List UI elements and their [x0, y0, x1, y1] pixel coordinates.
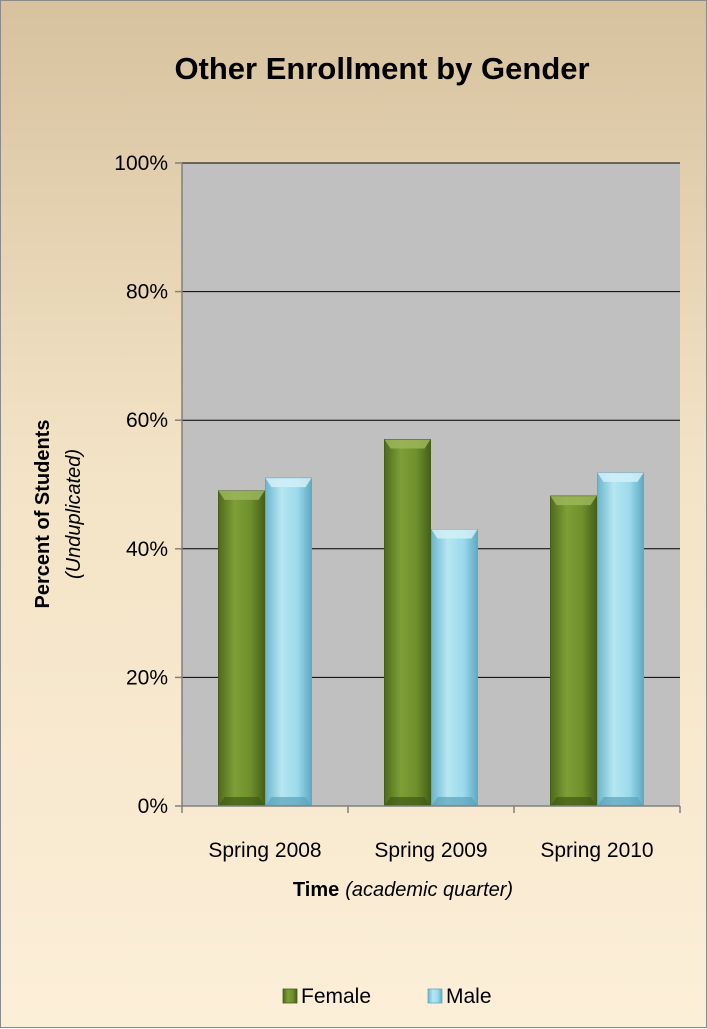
- bar-top-bevel: [597, 472, 644, 482]
- bar-top-bevel: [218, 490, 265, 500]
- bar-male-2: [597, 472, 644, 807]
- x-axis-title-main: Time: [293, 879, 339, 901]
- bar-bottom-bevel: [431, 797, 478, 806]
- chart-title: Other Enrollment by Gender: [174, 51, 589, 86]
- y-axis-title: Percent of Students: [32, 420, 54, 609]
- bar-top-bevel: [550, 496, 597, 506]
- legend-swatch-male: [427, 988, 443, 1004]
- bar-bottom-bevel: [550, 797, 597, 806]
- bar-body: [218, 490, 265, 807]
- y-axis-subtitle: (Unduplicated): [63, 449, 85, 579]
- bar-female-0: [218, 490, 265, 807]
- x-tick-label: Spring 2010: [540, 839, 653, 862]
- y-tick-label: 40%: [126, 538, 168, 561]
- x-tick-label: Spring 2008: [208, 839, 321, 862]
- bar-top-bevel: [431, 529, 478, 539]
- y-axis-label-group: Percent of Students: [32, 420, 54, 609]
- x-tick-label: Spring 2009: [374, 839, 487, 862]
- bar-body: [265, 477, 312, 807]
- legend-label-female: Female: [301, 985, 371, 1008]
- bar-body: [550, 495, 597, 807]
- y-tick-label: 60%: [126, 409, 168, 432]
- y-axis-sublabel-group: (Unduplicated): [63, 449, 85, 579]
- bar-bottom-bevel: [384, 797, 431, 806]
- y-tick-label: 20%: [126, 666, 168, 689]
- bar-bottom-bevel: [597, 797, 644, 806]
- bar-bottom-bevel: [218, 797, 265, 806]
- x-axis-title-sub: (academic quarter): [345, 879, 513, 901]
- bar-female-2: [550, 495, 597, 807]
- legend-swatch-female: [282, 988, 298, 1004]
- bar-male-1: [431, 529, 478, 807]
- legend: Female Male: [282, 985, 492, 1008]
- bar-female-1: [384, 438, 431, 807]
- bar-male-0: [265, 477, 312, 807]
- bar-top-bevel: [384, 439, 431, 449]
- bar-bottom-bevel: [265, 797, 312, 806]
- y-tick-label: 0%: [138, 795, 168, 818]
- legend-label-male: Male: [446, 985, 492, 1008]
- bar-body: [384, 438, 431, 807]
- x-axis-labels: Spring 2008 Spring 2009 Spring 2010: [181, 806, 681, 862]
- x-axis-title: Time (academic quarter): [293, 879, 513, 901]
- y-tick-label: 80%: [126, 281, 168, 304]
- bar-body: [431, 529, 478, 807]
- y-axis-ticks: 0% 20% 40% 60% 80% 100%: [114, 152, 182, 818]
- bar-body: [597, 472, 644, 807]
- bar-top-bevel: [265, 478, 312, 488]
- y-tick-label: 100%: [114, 152, 168, 175]
- bars: [218, 438, 644, 807]
